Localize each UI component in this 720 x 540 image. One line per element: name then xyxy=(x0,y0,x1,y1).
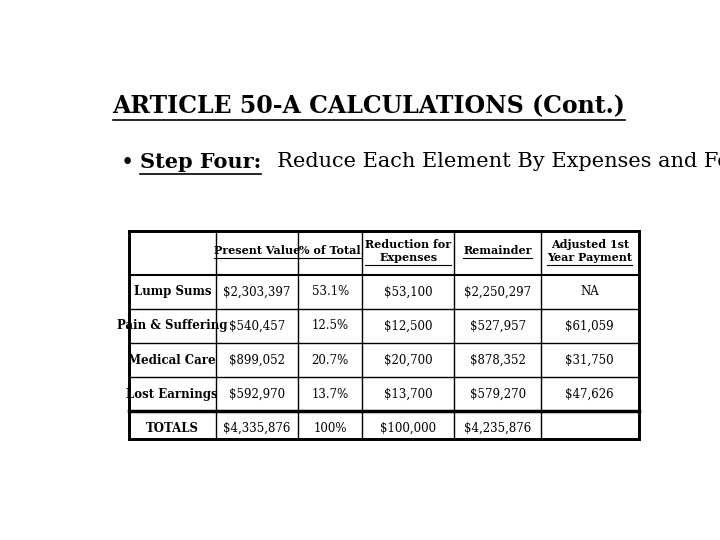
Text: $53,100: $53,100 xyxy=(384,285,433,298)
Text: $2,250,297: $2,250,297 xyxy=(464,285,531,298)
Text: 13.7%: 13.7% xyxy=(312,388,349,401)
Text: Pain & Suffering: Pain & Suffering xyxy=(117,320,228,333)
Text: $527,957: $527,957 xyxy=(469,320,526,333)
Text: $12,500: $12,500 xyxy=(384,320,433,333)
Text: $899,052: $899,052 xyxy=(229,354,285,367)
Text: ARTICLE 50-A CALCULATIONS (Cont.): ARTICLE 50-A CALCULATIONS (Cont.) xyxy=(112,94,626,118)
Text: $61,059: $61,059 xyxy=(565,320,614,333)
Text: Lump Sums: Lump Sums xyxy=(133,285,211,298)
Text: Present Value: Present Value xyxy=(214,245,300,256)
Text: 100%: 100% xyxy=(313,422,347,435)
Text: $4,335,876: $4,335,876 xyxy=(223,422,291,435)
Text: $47,626: $47,626 xyxy=(565,388,614,401)
Text: $13,700: $13,700 xyxy=(384,388,433,401)
Text: 12.5%: 12.5% xyxy=(312,320,348,333)
Text: Medical Care: Medical Care xyxy=(128,354,216,367)
Text: Lost Earnings: Lost Earnings xyxy=(127,388,218,401)
Text: $878,352: $878,352 xyxy=(469,354,526,367)
Text: Reduction for
Expenses: Reduction for Expenses xyxy=(365,239,451,263)
Text: $579,270: $579,270 xyxy=(469,388,526,401)
Text: TOTALS: TOTALS xyxy=(146,422,199,435)
Text: $20,700: $20,700 xyxy=(384,354,433,367)
Text: Reduce Each Element By Expenses and Fee: Reduce Each Element By Expenses and Fee xyxy=(264,152,720,171)
Text: 20.7%: 20.7% xyxy=(312,354,349,367)
Text: 53.1%: 53.1% xyxy=(312,285,349,298)
Text: $540,457: $540,457 xyxy=(229,320,285,333)
Text: $4,235,876: $4,235,876 xyxy=(464,422,531,435)
Text: % of Total: % of Total xyxy=(300,245,361,256)
Text: Remainder: Remainder xyxy=(464,245,532,256)
Text: $2,303,397: $2,303,397 xyxy=(223,285,291,298)
Text: $100,000: $100,000 xyxy=(380,422,436,435)
Text: •: • xyxy=(121,152,134,174)
Text: $592,970: $592,970 xyxy=(229,388,285,401)
Text: $31,750: $31,750 xyxy=(565,354,614,367)
Text: Step Four:: Step Four: xyxy=(140,152,261,172)
Text: NA: NA xyxy=(580,285,599,298)
Text: Adjusted 1st
Year Payment: Adjusted 1st Year Payment xyxy=(547,239,632,263)
